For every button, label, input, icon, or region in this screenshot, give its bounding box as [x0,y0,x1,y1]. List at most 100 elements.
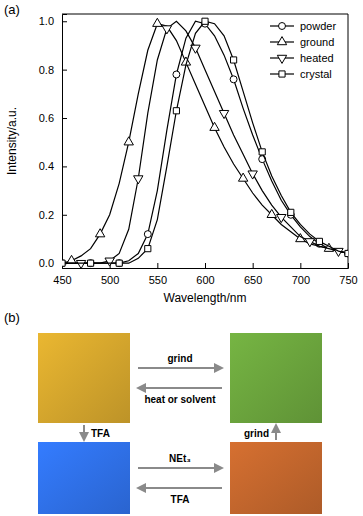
y-axis-line [63,15,68,269]
legend-marker [279,23,286,30]
photo [230,442,322,514]
y-tick: 0.6 [39,112,67,124]
series-marker [88,260,94,266]
series-marker [345,250,348,256]
series [62,18,348,263]
series-marker [248,171,257,179]
photo [230,333,322,423]
series-marker [305,239,314,247]
y-tick-mark [62,21,67,22]
y-tick: 1.0 [39,15,67,27]
x-tick-label: 450 [53,274,71,286]
x-tick-mark [157,263,158,268]
photo [38,333,130,423]
series-marker [116,260,122,266]
series-marker [145,246,151,252]
y-tick: 0.2 [39,209,67,221]
figure: (a) 450 500 550 600 650 700 750 0.0 0.2 0.4 0.6 0.8 1… [0,0,363,516]
x-tick-mark [348,263,349,268]
series-marker [144,231,151,238]
series-marker [124,137,133,145]
x-axis: 450 500 550 600 650 700 750 [53,263,357,286]
x-tick-label: 700 [292,274,310,286]
panel-label: (b) [4,310,20,325]
series-marker [76,260,85,268]
legend-entry: powder [270,20,336,32]
series-line [62,24,348,263]
legend-label: crystal [300,68,332,80]
arrow [138,387,222,389]
x-tick: 700 [292,263,310,286]
series-marker [62,260,65,266]
x-axis-title: Wavelength/nm [164,291,247,305]
series-marker [288,209,294,215]
y-tick-label: 0.4 [39,160,54,172]
legend: powder ground heated crystal [270,20,336,80]
x-tick-mark [253,263,254,268]
series [62,20,348,266]
legend-label: ground [300,36,334,48]
series-marker [162,26,171,34]
arrow [138,467,222,469]
x-tick-label: 500 [101,274,119,286]
y-tick-mark [62,166,67,167]
series-line [62,21,348,263]
transitions: grindheat or solventTFANEt₃TFAgrind [84,353,276,505]
series-marker [316,238,322,244]
legend-marker [279,71,285,77]
photo [38,442,130,514]
x-tick-label: 650 [244,274,262,286]
arrow-label: TFA [91,428,110,439]
series-marker [87,260,94,267]
y-tick: 0.8 [39,64,67,76]
arrow-label: grind [168,353,193,364]
x-tick: 650 [244,263,262,286]
series-marker [230,76,237,83]
x-tick: 550 [149,263,167,286]
arrow-label: grind [244,428,269,439]
legend-label: heated [300,52,334,64]
series-marker [153,18,162,26]
series-marker [191,45,200,53]
x-tick-mark [205,263,206,268]
series-marker [116,260,123,267]
y-tick-label: 0.0 [39,257,54,269]
series-marker [202,18,208,24]
x-tick-label: 550 [149,274,167,286]
y-tick-mark [62,215,67,216]
arrow [138,487,222,489]
arrow-label: NEt₃ [169,453,191,464]
y-axis: 0.0 0.2 0.4 0.6 0.8 1.0 [39,15,67,270]
series-marker [259,149,265,155]
arrow [83,425,85,440]
series-marker [95,229,104,237]
series-marker [210,122,219,130]
series-marker [219,110,228,118]
series [62,21,348,268]
series-marker [173,108,179,114]
series-line [62,21,348,263]
x-tick-label: 600 [196,274,214,286]
series-marker [345,250,348,257]
y-tick-label: 0.2 [39,209,54,221]
legend-label: powder [300,20,336,32]
series-marker [238,173,247,181]
series-marker [105,258,114,266]
plot-frame [62,14,348,268]
y-tick: 0.0 [39,257,67,269]
y-tick-mark [62,118,67,119]
arrow [275,425,277,440]
series-line [62,21,348,263]
y-axis-title: Intensity/a.u. [5,107,19,175]
x-tick: 750 [339,263,357,286]
panel-label: (a) [4,2,20,17]
legend-marker [277,37,286,45]
arrow-label: TFA [171,494,190,505]
legend-entry: ground [270,36,334,48]
legend-entry: heated [270,52,334,64]
series-marker [267,209,276,217]
y-tick-label: 0.8 [39,64,54,76]
series-marker [134,176,143,184]
photo-group [38,333,322,514]
series-marker [173,71,180,78]
